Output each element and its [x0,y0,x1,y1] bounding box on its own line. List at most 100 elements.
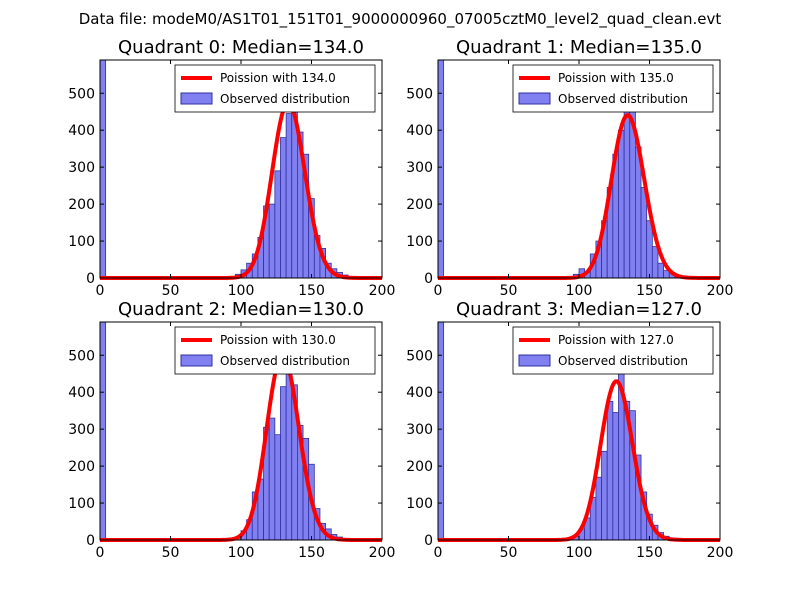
x-tick-label: 100 [228,283,255,299]
histogram-bar [274,170,281,279]
legend-line-label: Poission with 127.0 [558,333,674,347]
legend: Poission with 135.0 Observed distributio… [512,64,714,113]
histogram-bar [291,111,298,279]
x-tick-label: 0 [434,545,443,561]
x-tick-label: 200 [707,545,734,561]
y-tick-label: 100 [68,496,95,512]
y-tick-label: 300 [406,422,433,438]
y-tick-label: 200 [406,459,433,475]
panel-quadrant-2: Quadrant 2: Median=130.0 0 50 100 150 200 0 10… [68,299,395,561]
poisson-fit-line [100,352,382,542]
x-tick-label: 200 [369,283,396,299]
histogram-bar [285,113,293,279]
legend-bar-swatch [518,92,551,105]
poisson-fit-line [438,113,720,280]
ticks-layer: 0 50 100 150 200 0 100 200 300 400 500 [68,322,395,561]
x-tick-label: 100 [566,283,593,299]
histogram-bar [280,137,287,279]
histogram-bar [640,187,648,279]
ticks-layer: 0 50 100 150 200 0 100 200 300 400 500 [68,60,395,299]
y-tick-label: 200 [406,197,433,213]
legend: Poission with 127.0 Observed distributio… [512,326,714,375]
histogram-bar [274,434,281,541]
y-tick-label: 0 [86,533,95,549]
x-tick-label: 150 [298,545,325,561]
y-tick-label: 200 [68,459,95,475]
legend: Poission with 130.0 Observed distributio… [174,326,376,375]
x-tick-label: 50 [500,283,518,299]
y-tick-label: 500 [406,348,433,364]
x-tick-label: 100 [566,545,593,561]
panel-title: Quadrant 0: Median=134.0 [118,37,364,58]
y-tick-label: 500 [406,86,433,102]
x-tick-label: 0 [96,283,105,299]
x-tick-label: 0 [434,283,443,299]
legend-bar-label: Observed distribution [220,92,350,106]
x-tick-label: 200 [369,545,396,561]
histogram-bar [646,220,653,279]
histogram-bar [606,401,614,541]
legend: Poission with 134.0 Observed distributio… [174,64,376,113]
y-tick-label: 100 [406,496,433,512]
y-tick-label: 400 [68,385,95,401]
y-tick-label: 100 [406,234,433,250]
y-tick-label: 300 [68,422,95,438]
y-tick-label: 400 [68,123,95,139]
histogram-bar [623,103,631,279]
legend-line-label: Poission with 134.0 [220,71,336,85]
histogram-bar [285,365,293,541]
histogram-bar [601,450,608,541]
histogram-bar [657,262,665,279]
panel-quadrant-3: Quadrant 3: Median=127.0 0 50 100 150 200 0 10… [406,299,733,561]
legend-line-label: Poission with 130.0 [220,333,336,347]
histogram-bar [651,246,659,279]
x-tick-label: 50 [162,283,180,299]
ticks-layer: 0 50 100 150 200 0 100 200 300 400 500 [406,60,733,299]
ticks-layer: 0 50 100 150 200 0 100 200 300 400 500 [406,322,733,561]
histogram-bar [99,59,107,279]
legend-bar-label: Observed distribution [220,354,350,368]
panel-quadrant-0: Quadrant 0: Median=134.0 0 50 100 150 200 0 10… [68,37,395,299]
x-tick-label: 0 [96,545,105,561]
bars-layer [99,321,349,541]
panel-title: Quadrant 3: Median=127.0 [456,299,702,320]
legend-bar-swatch [180,354,213,367]
panel-title: Quadrant 2: Median=130.0 [118,299,364,320]
x-tick-label: 50 [162,545,180,561]
x-tick-label: 50 [500,545,518,561]
x-tick-label: 200 [707,283,734,299]
x-tick-label: 150 [636,283,663,299]
legend-bar-label: Observed distribution [558,92,688,106]
histogram-bar [99,321,107,541]
histogram-bar [618,129,625,279]
legend-line-label: Poission with 135.0 [558,71,674,85]
y-tick-label: 100 [68,234,95,250]
y-tick-label: 400 [406,123,433,139]
panel-quadrant-1: Quadrant 1: Median=135.0 0 50 100 150 200 0 10… [406,37,733,299]
y-tick-label: 400 [406,385,433,401]
histogram-bar [268,417,276,541]
histogram-bar [437,321,445,541]
legend-bar-swatch [518,354,551,367]
histogram-bar [280,386,287,541]
figure-suptitle: Data file: modeM0/AS1T01_151T01_90000009… [79,10,722,29]
poisson-fit-line [100,100,382,280]
histogram-bar [595,476,602,541]
x-tick-label: 150 [636,545,663,561]
histogram-bar [268,203,276,279]
panel-title: Quadrant 1: Median=135.0 [456,37,702,58]
y-tick-label: 200 [68,197,95,213]
legend-bar-label: Observed distribution [558,354,688,368]
x-tick-label: 100 [228,545,255,561]
y-tick-label: 500 [68,86,95,102]
y-tick-label: 300 [406,160,433,176]
y-tick-label: 300 [68,160,95,176]
y-tick-label: 500 [68,348,95,364]
y-tick-label: 0 [424,271,433,287]
poisson-fit-line [438,379,720,542]
x-tick-label: 150 [298,283,325,299]
legend-bar-swatch [180,92,213,105]
histogram-bar [437,59,445,279]
y-tick-label: 0 [86,271,95,287]
